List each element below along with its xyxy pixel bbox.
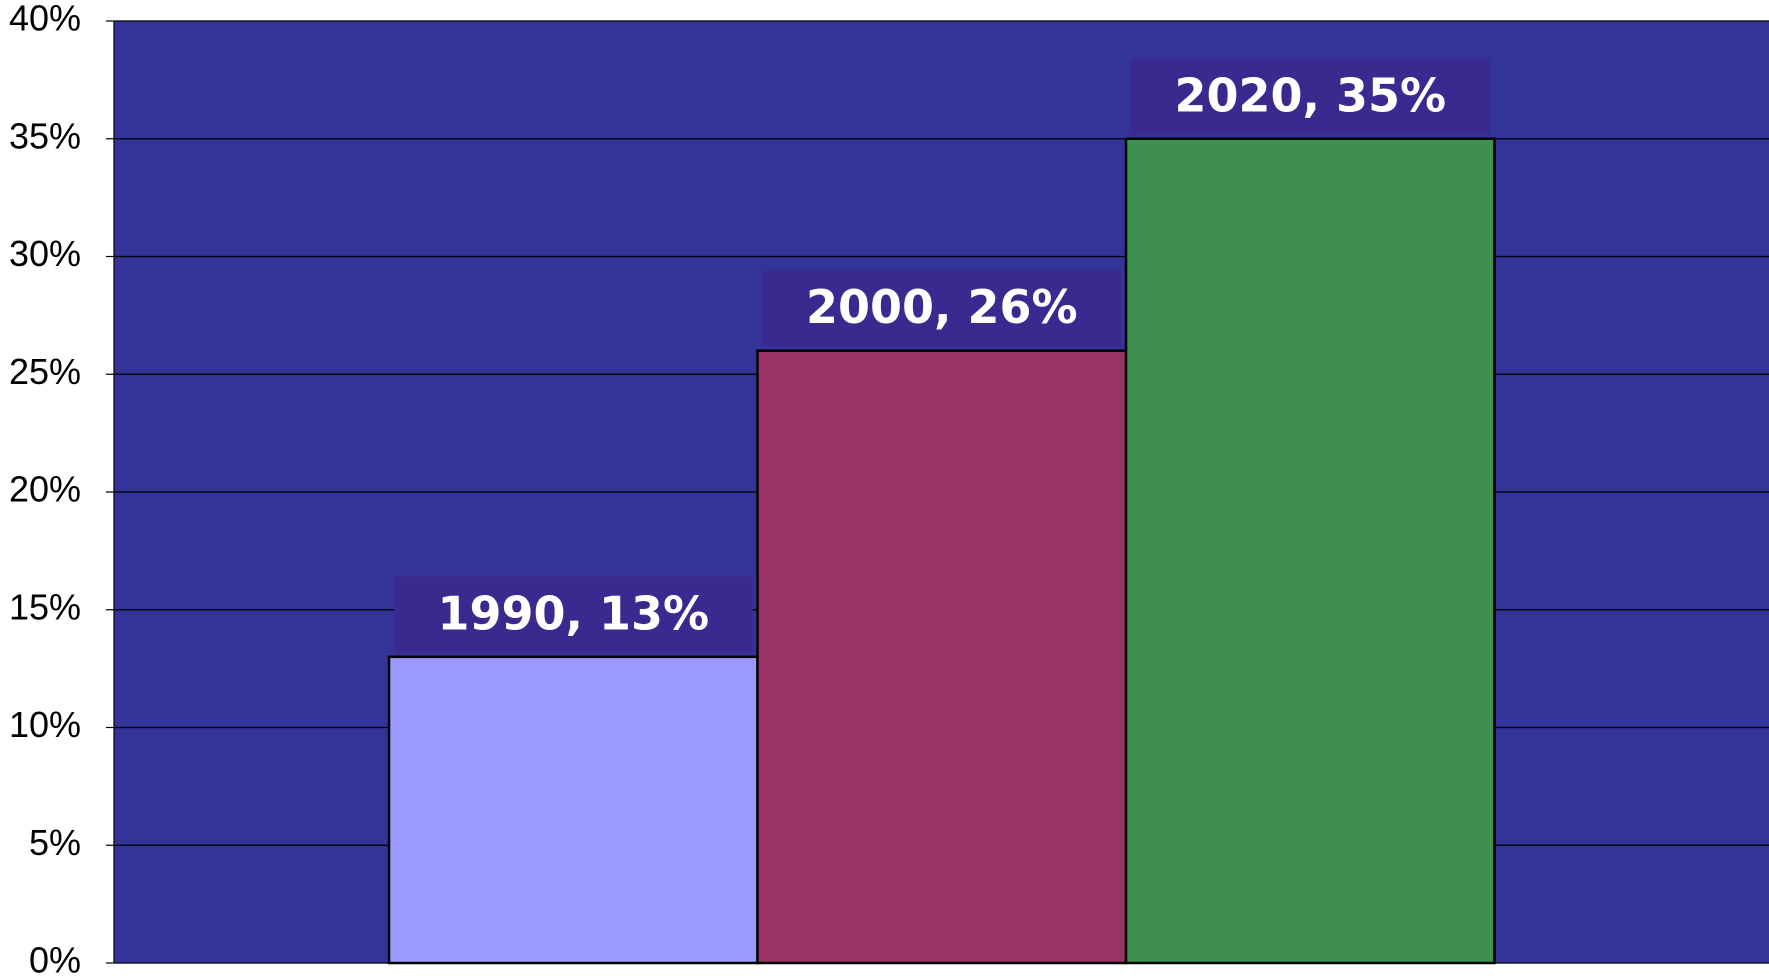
bar — [387, 655, 759, 965]
bar — [1124, 137, 1496, 965]
data-label: 2000, 26% — [806, 280, 1078, 334]
y-tick-label: 10% — [9, 704, 81, 745]
label-box — [762, 270, 1121, 347]
bar — [756, 349, 1128, 965]
data-label: 1990, 13% — [437, 586, 709, 640]
label-box — [394, 576, 753, 653]
label-box — [1131, 58, 1490, 135]
y-tick-label: 40% — [9, 0, 81, 39]
y-tick-label: 15% — [9, 586, 81, 627]
y-tick-label: 20% — [9, 469, 81, 510]
y-tick-label: 30% — [9, 233, 81, 274]
y-tick-label: 35% — [9, 115, 81, 156]
y-tick-label: 0% — [29, 940, 81, 980]
data-label: 2020, 35% — [1174, 68, 1446, 122]
y-tick-label: 5% — [29, 822, 81, 863]
y-tick-label: 25% — [9, 351, 81, 392]
